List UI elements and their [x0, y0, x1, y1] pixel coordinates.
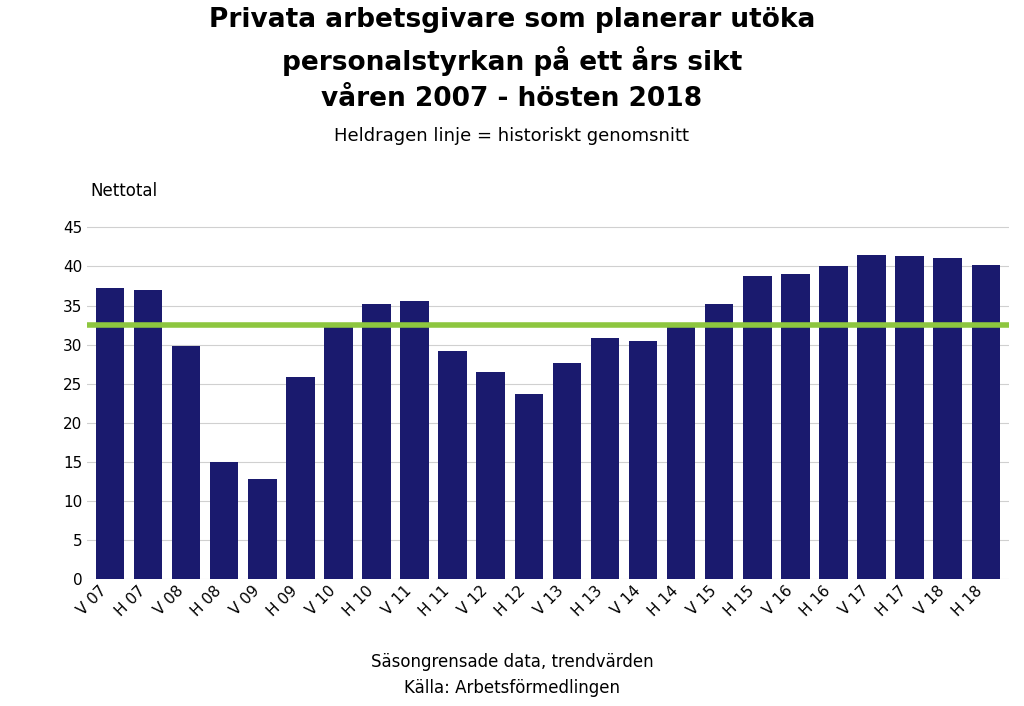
- Bar: [362, 304, 391, 579]
- Bar: [629, 342, 657, 579]
- Text: personalstyrkan på ett års sikt: personalstyrkan på ett års sikt: [282, 46, 742, 76]
- Bar: [172, 346, 201, 579]
- Bar: [400, 301, 429, 579]
- Bar: [667, 326, 695, 579]
- Bar: [438, 351, 467, 579]
- Bar: [325, 327, 352, 579]
- Text: Privata arbetsgivare som planerar utöka: Privata arbetsgivare som planerar utöka: [209, 7, 815, 33]
- Bar: [743, 276, 771, 579]
- Bar: [248, 479, 276, 579]
- Bar: [934, 258, 962, 579]
- Bar: [514, 394, 543, 579]
- Bar: [857, 255, 886, 579]
- Bar: [286, 378, 314, 579]
- Bar: [895, 256, 924, 579]
- Bar: [476, 372, 505, 579]
- Text: våren 2007 - hösten 2018: våren 2007 - hösten 2018: [322, 86, 702, 112]
- Text: Heldragen linje = historiskt genomsnitt: Heldragen linje = historiskt genomsnitt: [335, 127, 689, 145]
- Bar: [553, 363, 582, 579]
- Text: Säsongrensade data, trendvärden: Säsongrensade data, trendvärden: [371, 653, 653, 671]
- Bar: [210, 462, 239, 579]
- Bar: [134, 290, 162, 579]
- Bar: [972, 265, 1000, 579]
- Text: Källa: Arbetsförmedlingen: Källa: Arbetsförmedlingen: [404, 679, 620, 697]
- Bar: [705, 304, 733, 579]
- Bar: [819, 266, 848, 579]
- Text: Nettotal: Nettotal: [91, 182, 158, 200]
- Bar: [95, 288, 124, 579]
- Bar: [591, 338, 620, 579]
- Bar: [781, 275, 810, 579]
